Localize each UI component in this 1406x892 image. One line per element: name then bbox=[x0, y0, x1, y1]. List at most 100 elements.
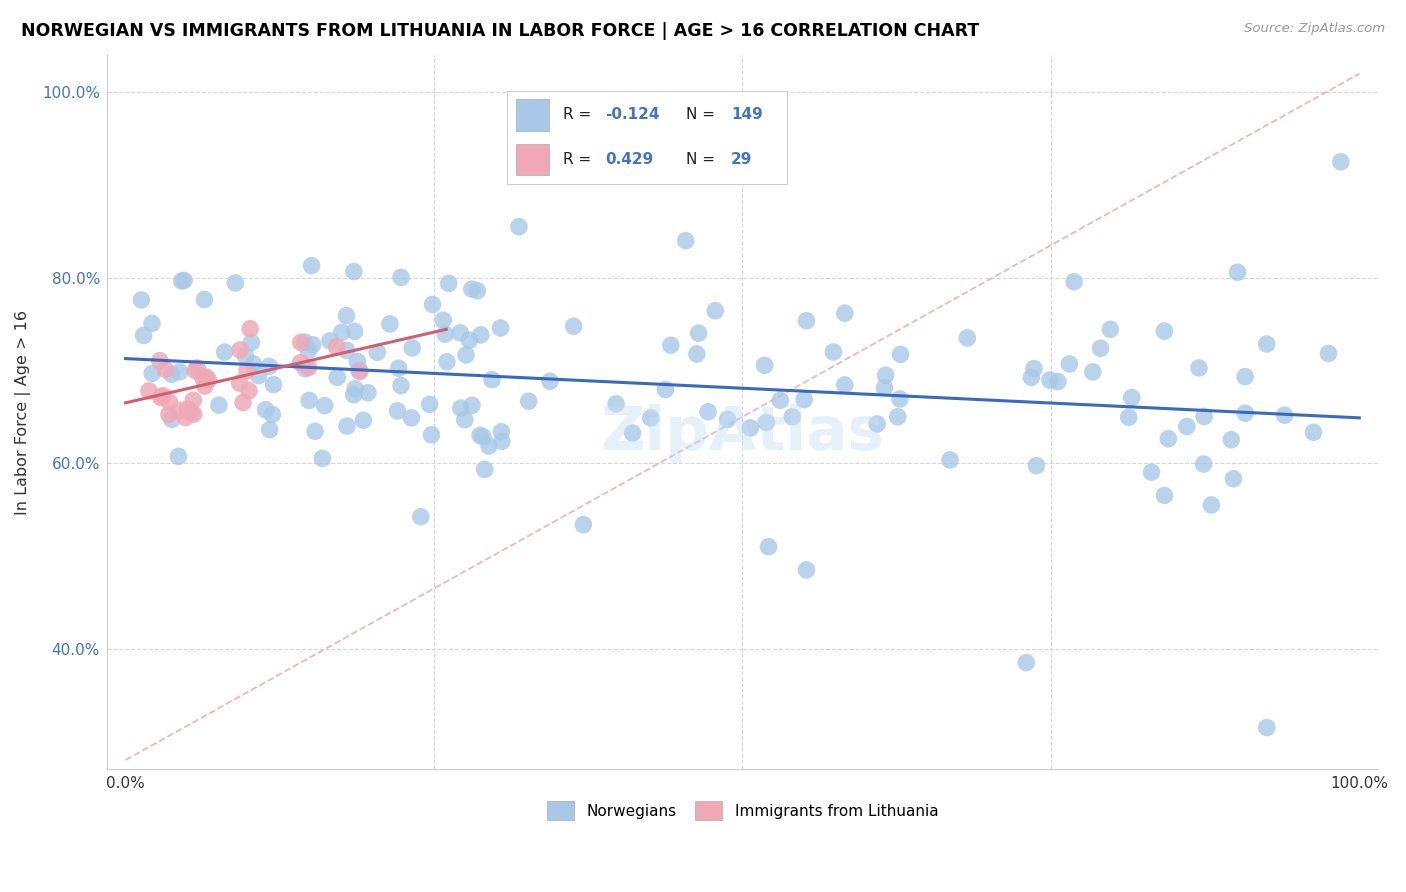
Point bbox=[796, 314, 818, 328]
Point bbox=[796, 563, 818, 577]
Point bbox=[1234, 369, 1257, 384]
Point bbox=[232, 395, 254, 409]
Point bbox=[1021, 370, 1043, 384]
Point bbox=[1046, 375, 1069, 389]
Point bbox=[301, 337, 323, 351]
Point bbox=[420, 427, 443, 442]
Point bbox=[755, 416, 778, 430]
Point bbox=[297, 360, 319, 375]
Point bbox=[167, 404, 190, 418]
Point bbox=[344, 382, 367, 396]
Point bbox=[458, 333, 481, 347]
Point bbox=[1234, 406, 1257, 420]
Y-axis label: In Labor Force | Age > 16: In Labor Force | Age > 16 bbox=[15, 310, 31, 515]
Point bbox=[659, 338, 682, 352]
Point bbox=[343, 264, 366, 278]
Point bbox=[686, 347, 709, 361]
Point bbox=[290, 356, 312, 370]
Point bbox=[780, 409, 803, 424]
Point bbox=[262, 408, 284, 422]
Point bbox=[229, 343, 252, 357]
Point bbox=[1175, 419, 1198, 434]
Point bbox=[478, 439, 501, 453]
Point bbox=[461, 282, 484, 296]
Point bbox=[432, 313, 454, 327]
Point bbox=[474, 462, 496, 476]
Point bbox=[141, 317, 163, 331]
Point bbox=[157, 408, 180, 422]
Point bbox=[1121, 391, 1143, 405]
Point bbox=[314, 399, 336, 413]
Point bbox=[517, 394, 540, 409]
Point bbox=[352, 413, 374, 427]
Point bbox=[389, 270, 412, 285]
Point bbox=[326, 370, 349, 384]
Point bbox=[434, 327, 457, 342]
Point bbox=[489, 321, 512, 335]
Point bbox=[194, 379, 217, 393]
Point bbox=[235, 349, 257, 363]
Point bbox=[259, 423, 281, 437]
Point bbox=[1226, 265, 1249, 279]
Point bbox=[169, 365, 191, 379]
Point bbox=[654, 383, 676, 397]
Point bbox=[422, 297, 444, 311]
Point bbox=[454, 412, 477, 426]
Point bbox=[155, 362, 177, 376]
Point bbox=[330, 326, 353, 340]
Point bbox=[325, 340, 347, 354]
Point bbox=[259, 359, 281, 374]
Point bbox=[1081, 365, 1104, 379]
Point bbox=[132, 328, 155, 343]
Point bbox=[769, 393, 792, 408]
Point bbox=[1302, 425, 1324, 440]
Point bbox=[298, 393, 321, 408]
Point bbox=[939, 453, 962, 467]
Point bbox=[572, 517, 595, 532]
Point bbox=[419, 397, 441, 411]
Legend: Norwegians, Immigrants from Lithuania: Norwegians, Immigrants from Lithuania bbox=[540, 795, 945, 826]
Point bbox=[301, 259, 323, 273]
Point bbox=[138, 384, 160, 398]
Point bbox=[467, 284, 489, 298]
Point bbox=[343, 388, 366, 402]
Point bbox=[319, 334, 342, 348]
Point bbox=[304, 425, 326, 439]
Point bbox=[160, 368, 183, 382]
Point bbox=[170, 274, 193, 288]
Point bbox=[236, 363, 259, 377]
Point bbox=[1022, 361, 1045, 376]
Point bbox=[1039, 373, 1062, 387]
Point bbox=[349, 364, 371, 378]
Point bbox=[347, 363, 370, 377]
Point bbox=[1140, 465, 1163, 479]
Point bbox=[131, 293, 153, 307]
Point bbox=[437, 277, 460, 291]
Point bbox=[491, 434, 513, 449]
Point bbox=[214, 345, 236, 359]
Point bbox=[1153, 488, 1175, 502]
Point bbox=[378, 317, 401, 331]
Point bbox=[621, 425, 644, 440]
Point bbox=[346, 354, 368, 368]
Point bbox=[294, 335, 316, 350]
Point bbox=[247, 368, 270, 383]
Point bbox=[1188, 360, 1211, 375]
Point bbox=[491, 425, 513, 439]
Point bbox=[562, 319, 585, 334]
Point bbox=[191, 370, 214, 384]
Point bbox=[470, 327, 492, 342]
Point bbox=[366, 345, 388, 359]
Text: NORWEGIAN VS IMMIGRANTS FROM LITHUANIA IN LABOR FORCE | AGE > 16 CORRELATION CHA: NORWEGIAN VS IMMIGRANTS FROM LITHUANIA I… bbox=[21, 22, 980, 40]
Point bbox=[1118, 410, 1140, 425]
Text: ZipAtlas: ZipAtlas bbox=[600, 404, 884, 463]
Point bbox=[180, 406, 202, 420]
Point bbox=[450, 401, 472, 415]
Point bbox=[449, 326, 471, 340]
Point bbox=[436, 355, 458, 369]
Point bbox=[1090, 341, 1112, 355]
Point bbox=[242, 357, 264, 371]
Point bbox=[716, 412, 738, 426]
Point bbox=[1274, 408, 1296, 422]
Point bbox=[183, 407, 205, 421]
